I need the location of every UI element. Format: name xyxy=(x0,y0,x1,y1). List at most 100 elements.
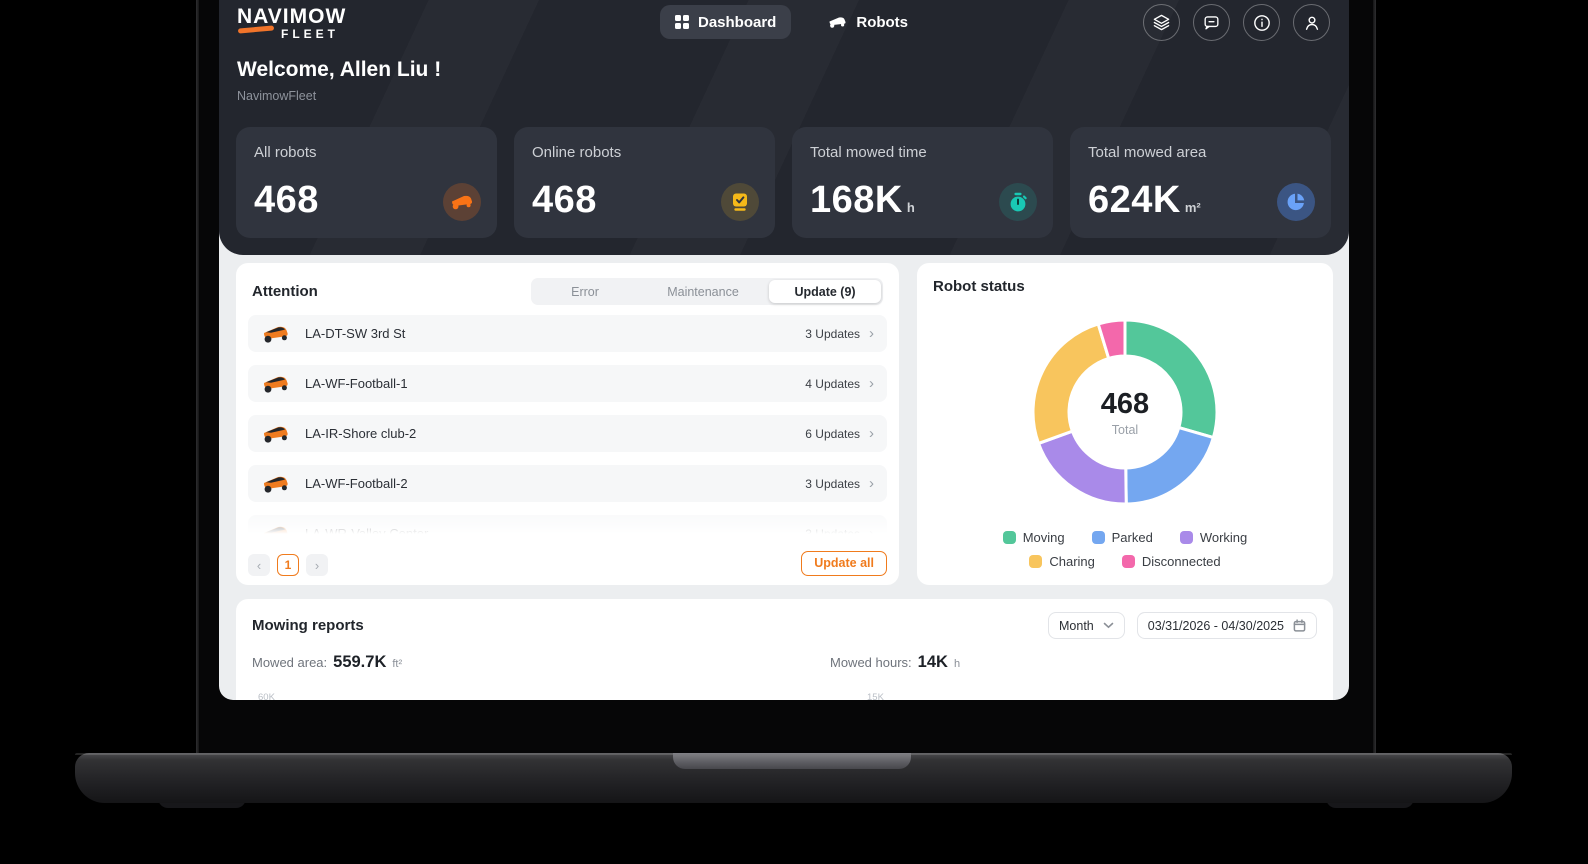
robot-status-panel: Robot status 468 Total Moving Parked Worki… xyxy=(917,263,1333,585)
stat-card-online-robots[interactable]: Online robots 468 xyxy=(514,127,775,238)
robot-name: LA-WF-Football-1 xyxy=(305,376,408,391)
dashboard-header: NAVIMOW FLEET Dashboard Robots xyxy=(219,0,1349,255)
stat-label: Total mowed area xyxy=(1088,144,1207,161)
mower-icon xyxy=(828,16,847,28)
stat-label: Total mowed time xyxy=(810,144,927,161)
legend-item-charing[interactable]: Charing xyxy=(1029,554,1095,569)
chat-icon xyxy=(1204,16,1219,30)
stat-label: All robots xyxy=(254,144,317,161)
welcome-title: Welcome, Allen Liu ! xyxy=(237,58,442,81)
mower-icon xyxy=(261,424,291,444)
mower-icon xyxy=(443,183,481,221)
mowing-reports-panel: Mowing reports Month 03/31/2026 - 04/30/… xyxy=(236,599,1333,700)
calendar-icon xyxy=(1293,619,1306,632)
bezel-left-edge xyxy=(196,0,199,753)
tab-error[interactable]: Error xyxy=(571,284,599,299)
stopwatch-icon xyxy=(999,183,1037,221)
tab-robots-label: Robots xyxy=(856,13,909,31)
user-icon xyxy=(1305,16,1318,30)
page-current[interactable]: 1 xyxy=(277,554,299,576)
chat-button[interactable] xyxy=(1193,4,1230,41)
donut-slice-charing xyxy=(1031,322,1111,445)
donut-slice-moving xyxy=(1123,318,1219,440)
chevron-right-icon: › xyxy=(869,375,874,392)
tab-robots[interactable]: Robots xyxy=(813,5,923,39)
date-range-input[interactable]: 03/31/2026 - 04/30/2025 xyxy=(1136,612,1317,639)
stat-value: 468 xyxy=(254,179,319,221)
period-select-value: Month xyxy=(1059,618,1094,633)
updates-count: 3 Updates xyxy=(805,326,860,341)
account-button[interactable] xyxy=(1293,4,1330,41)
legend-swatch xyxy=(1179,531,1193,544)
navimow-fleet-logo: NAVIMOW FLEET xyxy=(237,6,346,41)
main-nav: Dashboard Robots xyxy=(660,5,923,39)
page-prev-button[interactable]: ‹ xyxy=(248,554,270,576)
legend-swatch xyxy=(1029,555,1043,568)
legend-swatch xyxy=(1091,531,1105,544)
logo-text-fleet: FLEET xyxy=(281,27,339,41)
page-next-button[interactable]: › xyxy=(306,554,328,576)
chevron-right-icon: › xyxy=(869,425,874,442)
stat-value: 468 xyxy=(532,179,597,221)
robot-status-donut: 468 Total xyxy=(1020,307,1230,517)
stat-label: Online robots xyxy=(532,144,622,161)
stat-card-all-robots[interactable]: All robots 468 xyxy=(236,127,497,238)
legend-item-disconnected[interactable]: Disconnected xyxy=(1121,554,1221,569)
layers-button[interactable] xyxy=(1143,4,1180,41)
app-screen: NAVIMOW FLEET Dashboard Robots xyxy=(219,0,1349,700)
legend-row: Moving Parked Working xyxy=(917,530,1333,545)
robot-row[interactable]: LA-IR-Shore club-2 6 Updates › xyxy=(248,415,887,452)
chevron-down-icon xyxy=(1103,622,1114,629)
donut-slice-parked xyxy=(1124,426,1215,506)
updates-count: 3 Updates xyxy=(805,476,860,491)
date-range-value: 03/31/2026 - 04/30/2025 xyxy=(1147,618,1284,633)
laptop-hinge-notch xyxy=(673,753,911,769)
header-icon-bar xyxy=(1143,4,1330,41)
chevron-right-icon: › xyxy=(869,325,874,342)
donut-slice-disconnected xyxy=(1096,318,1127,360)
legend-swatch xyxy=(1121,555,1135,568)
robot-row[interactable]: LA-WR-Valley Center 3 Updates › xyxy=(248,515,887,534)
area-chart-axis-tick: 60K xyxy=(258,692,275,700)
tab-update[interactable]: Update (9) xyxy=(769,280,881,303)
legend-row: Charing Disconnected xyxy=(917,554,1333,569)
logo-text-navimow: NAVIMOW xyxy=(237,5,347,28)
stat-card-mowed-area[interactable]: Total mowed area 624K m² xyxy=(1070,127,1331,238)
tab-maintenance[interactable]: Maintenance xyxy=(667,284,739,299)
donut-legend: Moving Parked Working Charing Disconnected xyxy=(917,530,1333,569)
robot-row[interactable]: LA-WF-Football-2 3 Updates › xyxy=(248,465,887,502)
info-button[interactable] xyxy=(1243,4,1280,41)
pie-chart-icon xyxy=(1277,183,1315,221)
tab-dashboard[interactable]: Dashboard xyxy=(660,5,792,39)
chevron-right-icon: › xyxy=(869,525,874,534)
robot-name: LA-WF-Football-2 xyxy=(305,476,408,491)
mower-icon xyxy=(261,374,291,394)
robot-row[interactable]: LA-WF-Football-1 4 Updates › xyxy=(248,365,887,402)
period-select[interactable]: Month xyxy=(1048,612,1125,639)
stat-value: 624K xyxy=(1088,179,1181,221)
bezel-right-edge xyxy=(1373,0,1376,753)
legend-item-moving[interactable]: Moving xyxy=(1002,530,1065,545)
updates-count: 3 Updates xyxy=(805,526,860,535)
donut-slice-working xyxy=(1037,429,1128,506)
stat-card-mowed-time[interactable]: Total mowed time 168K h xyxy=(792,127,1053,238)
legend-label: Working xyxy=(1199,530,1248,545)
mowing-reports-title: Mowing reports xyxy=(252,617,364,634)
robot-status-title: Robot status xyxy=(933,278,1025,295)
pagination: ‹ 1 › xyxy=(248,554,328,576)
update-all-button[interactable]: Update all xyxy=(801,551,887,576)
robot-name: LA-WR-Valley Center xyxy=(305,526,429,534)
robot-name: LA-IR-Shore club-2 xyxy=(305,426,417,441)
legend-label: Disconnected xyxy=(1141,554,1221,569)
mowed-area-stat: Mowed area: 559.7K ft² xyxy=(252,653,403,671)
attention-title: Attention xyxy=(252,283,318,300)
chevron-right-icon: › xyxy=(869,475,874,492)
mower-icon xyxy=(261,524,291,534)
attention-tabs: Error Maintenance Update (9) xyxy=(531,278,883,305)
dashboard-grid-icon xyxy=(675,15,689,29)
robot-row[interactable]: LA-DT-SW 3rd St 3 Updates › xyxy=(248,315,887,352)
legend-item-parked[interactable]: Parked xyxy=(1091,530,1153,545)
checkbox-icon xyxy=(721,183,759,221)
legend-item-working[interactable]: Working xyxy=(1179,530,1248,545)
